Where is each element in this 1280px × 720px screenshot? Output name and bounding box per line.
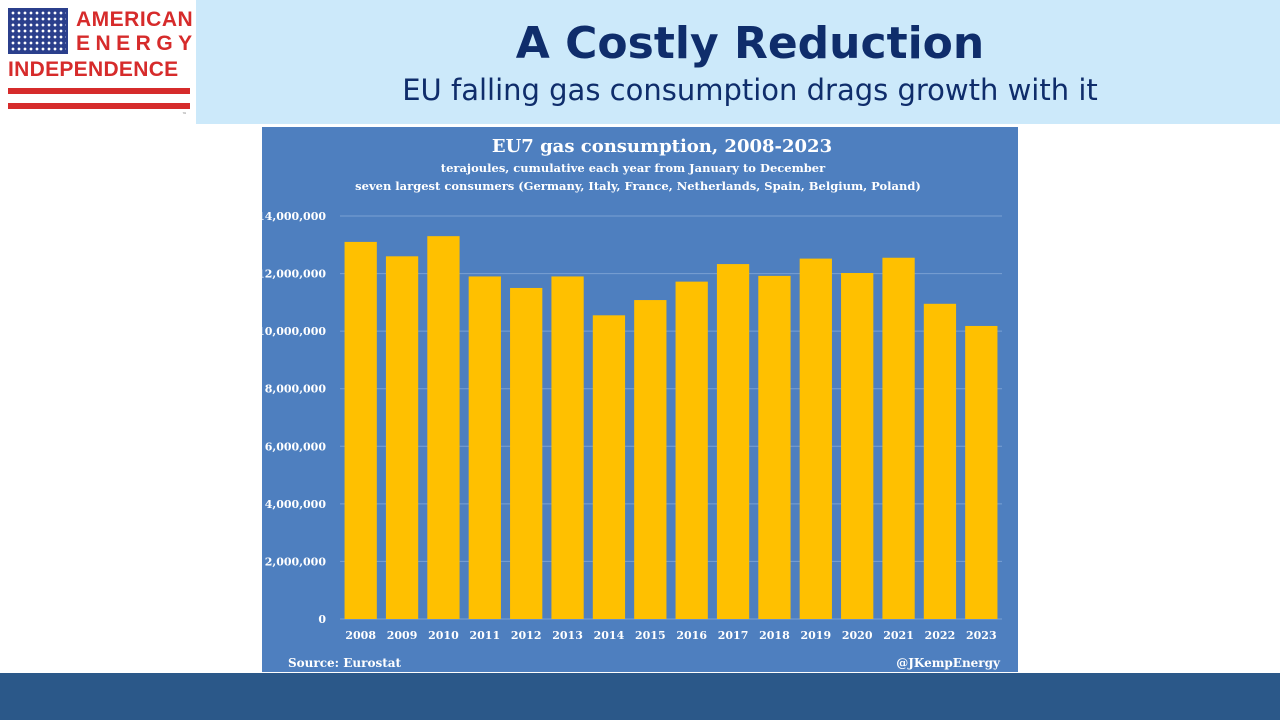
bar-2018 xyxy=(758,275,791,619)
logo-line-3: INDEPENDENCE xyxy=(8,58,179,81)
footer-band xyxy=(0,673,1280,720)
x-tick-label: 2009 xyxy=(387,629,418,642)
logo-line-2: ENERGY xyxy=(76,32,198,55)
x-tick-label: 2022 xyxy=(925,629,956,642)
slide-subtitle: EU falling gas consumption drags growth … xyxy=(402,73,1098,107)
x-tick-label: 2019 xyxy=(801,629,832,642)
bar-2016 xyxy=(675,281,708,619)
header-band xyxy=(196,0,1280,124)
x-tick-label: 2013 xyxy=(552,629,583,642)
x-tick-label: 2011 xyxy=(470,629,501,642)
bar-2015 xyxy=(634,300,667,619)
bar-2009 xyxy=(385,256,419,619)
logo-line-1: AMERICAN xyxy=(76,8,194,31)
chart-subtitle-2: seven largest consumers (Germany, Italy,… xyxy=(355,179,921,193)
chart-title: EU7 gas consumption, 2008-2023 xyxy=(492,136,832,157)
y-tick-label: 10,000,000 xyxy=(262,325,326,338)
x-tick-label: 2021 xyxy=(883,629,914,642)
bar-2020 xyxy=(841,272,874,619)
logo-stripe-bottom xyxy=(8,103,190,109)
y-tick-label: 14,000,000 xyxy=(262,210,326,223)
x-tick-label: 2014 xyxy=(594,629,625,642)
x-tick-label: 2020 xyxy=(842,629,873,642)
x-tick-label: 2016 xyxy=(676,629,707,642)
y-tick-label: 4,000,000 xyxy=(265,498,327,511)
bar-2012 xyxy=(510,287,543,619)
y-tick-label: 12,000,000 xyxy=(262,268,326,281)
x-tick-label: 2012 xyxy=(511,629,542,642)
chart-subtitle: terajoules, cumulative each year from Ja… xyxy=(441,161,826,175)
chart-canvas: EU7 gas consumption, 2008-2023 terajoule… xyxy=(262,136,1002,670)
y-tick-label: 8,000,000 xyxy=(265,383,327,396)
us-flag-icon xyxy=(8,8,68,54)
american-energy-independence-logo: AMERICAN ENERGY INDEPENDENCE ™ xyxy=(8,8,194,120)
y-tick-label: 0 xyxy=(318,613,326,626)
bar-2021 xyxy=(882,257,915,619)
logo-stripe-top xyxy=(8,88,190,94)
x-tick-label: 2017 xyxy=(718,629,749,642)
x-tick-label: 2018 xyxy=(759,629,790,642)
bar-2013 xyxy=(551,276,584,619)
x-tick-label: 2015 xyxy=(635,629,666,642)
bar-2011 xyxy=(468,276,501,619)
bar-2008 xyxy=(344,241,377,619)
y-tick-label: 2,000,000 xyxy=(265,555,327,568)
bar-2019 xyxy=(799,258,832,619)
bar-2017 xyxy=(716,264,750,619)
x-tick-label: 2023 xyxy=(966,629,997,642)
chart-source: Source: Eurostat xyxy=(288,656,402,670)
bar-2023 xyxy=(965,325,998,619)
logo-trademark: ™ xyxy=(182,112,187,118)
y-tick-label: 6,000,000 xyxy=(265,440,327,453)
bar-2022 xyxy=(923,303,957,619)
x-tick-label: 2010 xyxy=(428,629,459,642)
slide-title: A Costly Reduction xyxy=(515,18,985,69)
gas-consumption-chart: EU7 gas consumption, 2008-2023 terajoule… xyxy=(262,127,1018,672)
x-tick-label: 2008 xyxy=(345,629,376,642)
chart-credit: @JKempEnergy xyxy=(896,656,1001,670)
bar-2014 xyxy=(592,315,626,619)
bar-2010 xyxy=(427,236,460,619)
